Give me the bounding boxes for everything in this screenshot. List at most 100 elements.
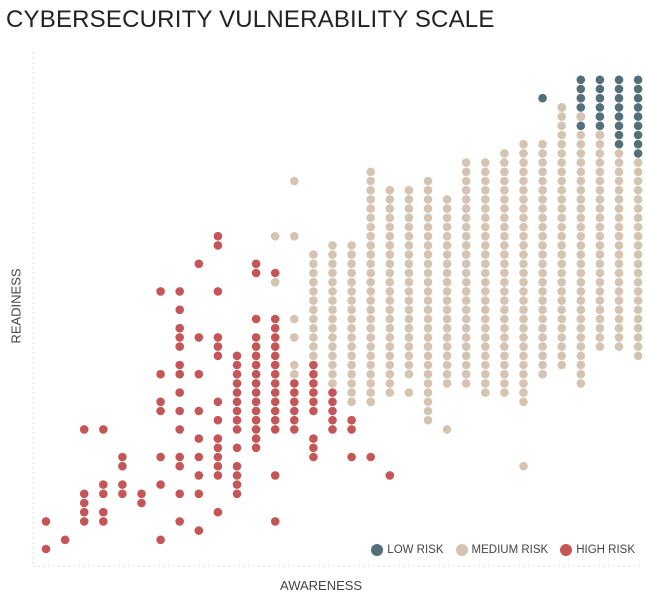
medium-risk-point: [481, 250, 490, 259]
medium-risk-point: [461, 333, 471, 342]
medium-risk-point: [366, 213, 376, 223]
medium-risk-point: [614, 185, 624, 195]
high-risk-point: [194, 526, 204, 535]
medium-risk-point: [519, 158, 528, 167]
high-risk-point: [270, 397, 280, 407]
low-risk-point: [614, 75, 624, 85]
high-risk-point: [270, 369, 280, 379]
medium-risk-point: [328, 259, 337, 269]
high-risk-point: [175, 452, 184, 462]
medium-risk-point: [366, 305, 376, 315]
medium-risk-point: [576, 369, 586, 379]
high-risk-point: [213, 507, 223, 517]
medium-risk-point: [404, 222, 414, 232]
low-risk-point: [633, 84, 643, 94]
medium-risk-point: [500, 185, 509, 195]
medium-risk-point: [461, 213, 471, 223]
medium-risk-point: [423, 369, 433, 379]
medium-risk-point: [481, 351, 490, 361]
high-risk-point: [99, 480, 108, 489]
medium-risk-point: [576, 277, 586, 287]
medium-risk-point: [442, 195, 452, 204]
medium-risk-point: [576, 342, 586, 351]
medium-risk-point: [461, 379, 471, 388]
high-risk-point: [213, 351, 223, 361]
medium-risk-point: [366, 167, 376, 177]
medium-risk-point: [576, 195, 586, 204]
medium-risk-point: [576, 333, 586, 342]
medium-risk-point: [519, 314, 528, 324]
medium-risk-point: [423, 388, 433, 397]
medium-risk-point: [404, 323, 414, 333]
medium-risk-point: [461, 176, 471, 186]
medium-risk-point: [366, 323, 376, 333]
legend-label-low: LOW RISK: [387, 544, 444, 556]
medium-risk-point: [347, 305, 356, 315]
low-risk-point: [595, 84, 605, 94]
medium-risk-point: [461, 351, 471, 361]
high-risk-point: [213, 287, 223, 296]
medium-risk-point: [633, 213, 643, 223]
high-risk-point: [213, 397, 223, 407]
medium-risk-point: [347, 241, 356, 250]
medium-risk-point: [614, 241, 624, 250]
high-risk-point: [309, 360, 318, 370]
medium-risk-point: [614, 149, 624, 158]
medium-risk-point: [519, 379, 528, 388]
high-risk-point: [232, 480, 242, 489]
medium-risk-point: [633, 287, 643, 296]
medium-risk-point: [385, 259, 395, 269]
high-risk-point: [213, 415, 223, 425]
medium-risk-point: [614, 277, 624, 287]
high-risk-point: [232, 379, 242, 388]
medium-risk-point: [595, 130, 605, 140]
medium-risk-point: [538, 259, 547, 269]
medium-risk-point: [538, 213, 547, 223]
high-risk-point: [328, 406, 337, 416]
medium-risk-point: [442, 360, 452, 370]
low-risk-point: [614, 93, 624, 103]
high-risk-point: [385, 471, 395, 480]
legend-swatch-low: [371, 544, 384, 556]
medium-risk-point: [423, 185, 433, 195]
high-risk-point: [251, 406, 261, 416]
medium-risk-point: [614, 204, 624, 213]
medium-risk-point: [366, 397, 376, 407]
medium-risk-point: [595, 222, 605, 232]
legend-item-medium[interactable]: MEDIUM RISK: [455, 544, 548, 556]
medium-risk-point: [538, 149, 547, 158]
medium-risk-point: [423, 277, 433, 287]
low-risk-point: [633, 139, 643, 149]
high-risk-point: [156, 480, 165, 489]
medium-risk-point: [633, 204, 643, 213]
medium-risk-point: [500, 213, 509, 223]
medium-risk-point: [500, 268, 509, 278]
medium-risk-point: [347, 342, 356, 351]
medium-risk-point: [595, 241, 605, 250]
medium-risk-point: [366, 268, 376, 278]
medium-risk-point: [328, 351, 337, 361]
high-risk-point: [309, 452, 318, 462]
medium-risk-point: [557, 149, 566, 158]
y-axis-label: READINESS: [8, 268, 24, 344]
high-risk-point: [175, 333, 184, 342]
legend-item-low[interactable]: LOW RISK: [371, 544, 444, 556]
legend-item-high[interactable]: HIGH RISK: [560, 544, 635, 556]
medium-risk-point: [519, 305, 528, 315]
high-risk-point: [156, 287, 165, 296]
high-risk-point: [290, 397, 299, 407]
medium-risk-point: [538, 333, 547, 342]
medium-risk-point: [385, 268, 395, 278]
medium-risk-point: [385, 185, 395, 195]
high-risk-point: [213, 342, 223, 351]
high-risk-point: [270, 388, 280, 397]
medium-risk-point: [614, 287, 624, 296]
medium-risk-point: [538, 342, 547, 351]
medium-risk-point: [442, 213, 452, 223]
low-risk-point: [614, 130, 624, 140]
medium-risk-point: [614, 167, 624, 177]
medium-risk-point: [309, 250, 318, 259]
medium-risk-point: [385, 360, 395, 370]
low-risk-point: [595, 103, 605, 112]
medium-risk-point: [461, 204, 471, 213]
